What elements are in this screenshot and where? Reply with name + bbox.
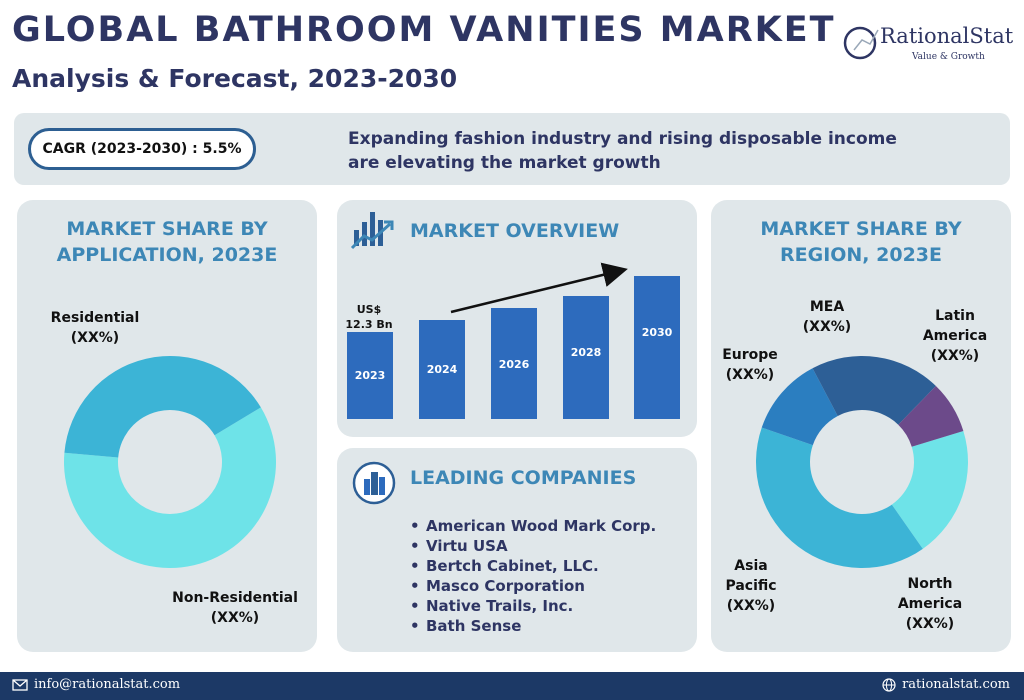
non-residential-label: Non-Residential (XX%)	[170, 588, 300, 628]
market-overview-title: MARKET OVERVIEW	[410, 220, 620, 242]
non-residential-name: Non-Residential	[172, 590, 298, 606]
companies-list: American Wood Mark Corp. Virtu USA Bertc…	[410, 516, 656, 636]
headline-line-2: are elevating the market growth	[348, 153, 661, 173]
na-line-1: North	[907, 576, 953, 592]
bar-2028	[563, 296, 609, 419]
envelope-icon	[12, 678, 28, 691]
application-title-line-1: MARKET SHARE BY	[66, 218, 268, 240]
residential-label: Residential (XX%)	[40, 308, 150, 348]
region-title-line-2: REGION, 2023E	[779, 244, 943, 266]
application-donut-chart	[64, 355, 276, 568]
mea-name: MEA	[809, 299, 845, 315]
region-title-line-1: MARKET SHARE BY	[760, 218, 962, 240]
website-link[interactable]: rationalstat.com	[902, 677, 1010, 692]
page-title: GLOBAL BATHROOM VANITIES MARKET	[12, 10, 836, 50]
region-slice-north-america	[756, 427, 923, 568]
apac-value: (XX%)	[726, 598, 776, 614]
growth-chart-icon	[350, 212, 394, 250]
cagr-badge: CAGR (2023-2030) : 5.5%	[28, 128, 256, 170]
bar-2023	[347, 331, 393, 419]
bar-label-2024: 2024	[426, 363, 458, 377]
north-america-label: North America (XX%)	[890, 574, 970, 634]
logo-tagline: Value & Growth	[912, 52, 985, 62]
latam-line-2: America	[922, 328, 988, 344]
bar-label-2028: 2028	[570, 346, 602, 360]
list-item: Virtu USA	[410, 536, 656, 556]
asia-pacific-label: Asia Pacific (XX%)	[716, 556, 786, 616]
email-link[interactable]: info@rationalstat.com	[34, 677, 181, 692]
region-panel-title: MARKET SHARE BY REGION, 2023E	[711, 216, 1011, 268]
list-item: American Wood Mark Corp.	[410, 516, 656, 536]
cagr-banner: CAGR (2023-2030) : 5.5% Expanding fashio…	[14, 113, 1010, 185]
europe-name: Europe	[722, 347, 778, 363]
na-value: (XX%)	[905, 616, 955, 632]
bar-2030	[634, 276, 680, 419]
logo-mark-icon	[843, 26, 879, 60]
headline-line-1: Expanding fashion industry and rising di…	[348, 129, 897, 149]
application-panel-title: MARKET SHARE BY APPLICATION, 2023E	[17, 216, 317, 268]
bar-label-2030: 2030	[641, 326, 673, 340]
europe-value: (XX%)	[725, 367, 775, 383]
base-value-annotation: US$ 12.3 Bn	[342, 302, 396, 332]
logo-name: RationalStat	[880, 24, 1014, 48]
rationalstat-logo[interactable]: RationalStat Value & Growth	[840, 20, 1015, 68]
banner-headline: Expanding fashion industry and rising di…	[348, 127, 968, 175]
base-value-currency: US$	[356, 303, 382, 316]
mea-label: MEA (XX%)	[792, 297, 862, 337]
bar-2026	[491, 308, 537, 419]
buildings-icon	[352, 461, 396, 505]
application-title-line-2: APPLICATION, 2023E	[56, 244, 278, 266]
na-line-2: America	[897, 596, 963, 612]
apac-line-2: Pacific	[725, 578, 777, 594]
latam-value: (XX%)	[930, 348, 980, 364]
apac-line-1: Asia	[734, 558, 768, 574]
bar-2024	[419, 319, 465, 419]
footer-email[interactable]: info@rationalstat.com	[12, 677, 180, 692]
region-slice-mea	[898, 386, 964, 447]
page-subtitle: Analysis & Forecast, 2023-2030	[12, 64, 458, 93]
footer-website[interactable]: rationalstat.com	[882, 677, 1010, 692]
non-residential-value: (XX%)	[210, 610, 260, 626]
region-slice-latin-america	[891, 431, 968, 549]
footer: info@rationalstat.com rationalstat.com	[0, 672, 1024, 700]
list-item: Native Trails, Inc.	[410, 596, 656, 616]
bar-label-2023: 2023	[354, 369, 386, 383]
mea-value: (XX%)	[802, 319, 852, 335]
residential-name: Residential	[50, 310, 140, 326]
application-slice-residential	[64, 407, 276, 568]
globe-icon	[882, 677, 896, 692]
base-value-amount: 12.3 Bn	[345, 318, 393, 331]
list-item: Masco Corporation	[410, 576, 656, 596]
residential-value: (XX%)	[70, 330, 120, 346]
region-donut-chart	[756, 356, 968, 568]
list-item: Bath Sense	[410, 616, 656, 636]
leading-companies-title: LEADING COMPANIES	[410, 467, 637, 489]
bar-label-2026: 2026	[498, 357, 530, 371]
latin-america-label: Latin America (XX%)	[915, 306, 995, 366]
trend-arrow-icon	[450, 262, 628, 314]
list-item: Bertch Cabinet, LLC.	[410, 556, 656, 576]
latam-line-1: Latin	[935, 308, 975, 324]
europe-label: Europe (XX%)	[714, 345, 786, 385]
region-slice-asia-pacific	[761, 368, 838, 446]
region-slice-europe	[812, 356, 936, 425]
application-slice-non-residential	[64, 355, 261, 458]
